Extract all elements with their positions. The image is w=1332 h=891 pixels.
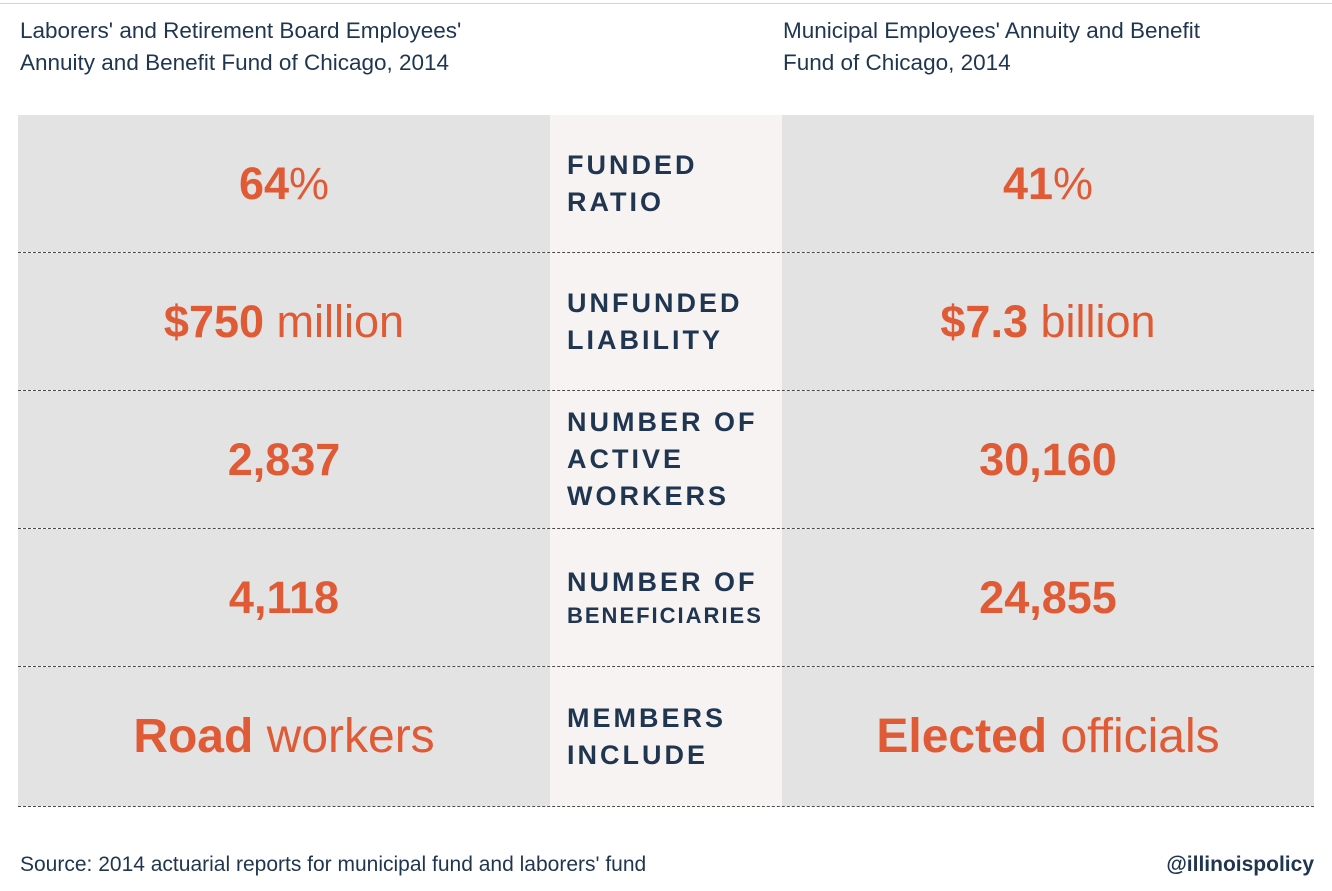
- municipal-members-rest: officials: [1047, 710, 1220, 763]
- laborers-beneficiaries-cell: 4,118: [18, 529, 550, 666]
- source-note: Source: 2014 actuarial reports for munic…: [20, 853, 647, 876]
- municipal-members-bold: Elected: [876, 710, 1048, 763]
- row-unfunded-liability: $750 million UNFUNDED LIABILITY $7.3 bil…: [18, 253, 1314, 391]
- municipal-unfunded-liability: $7.3 billion: [940, 296, 1155, 348]
- comparison-table: 64% FUNDED RATIO 41% $750 million UNFUND…: [18, 115, 1314, 807]
- municipal-members-cell: Elected officials: [782, 667, 1314, 806]
- laborers-unfunded-liability-unit: million: [264, 295, 405, 347]
- municipal-unfunded-liability-number: $7.3: [940, 295, 1028, 347]
- laborers-members-rest: workers: [253, 710, 435, 763]
- row-funded-ratio: 64% FUNDED RATIO 41%: [18, 115, 1314, 253]
- row-active-workers: 2,837 NUMBER OF ACTIVE WORKERS 30,160: [18, 391, 1314, 529]
- social-handle: @illinoispolicy: [1166, 853, 1314, 876]
- laborers-beneficiaries-number: 4,118: [228, 571, 340, 623]
- beneficiaries-label-cell: NUMBER OF BENEFICIARIES: [550, 529, 782, 666]
- members-include-label-cell: MEMBERS INCLUDE: [550, 667, 782, 806]
- label-line: BENEFICIARIES: [567, 603, 763, 628]
- municipal-unfunded-liability-cell: $7.3 billion: [782, 253, 1314, 390]
- municipal-funded-ratio-cell: 41%: [782, 115, 1314, 252]
- header-left-line-1: Laborers' and Retirement Board Employees…: [20, 18, 462, 43]
- funded-ratio-label-cell: FUNDED RATIO: [550, 115, 782, 252]
- laborers-funded-ratio: 64%: [239, 158, 329, 210]
- label-line: NUMBER OF: [567, 567, 758, 597]
- funded-ratio-label: FUNDED RATIO: [550, 147, 698, 221]
- header-right-line-1: Municipal Employees' Annuity and Benefit: [783, 18, 1201, 43]
- active-workers-label: NUMBER OF ACTIVE WORKERS: [550, 404, 758, 515]
- municipal-funded-ratio-unit: %: [1053, 157, 1094, 209]
- laborers-funded-ratio-cell: 64%: [18, 115, 550, 252]
- laborers-unfunded-liability-number: $750: [163, 295, 265, 347]
- unfunded-liability-label: UNFUNDED LIABILITY: [550, 285, 743, 359]
- municipal-funded-ratio-number: 41: [1002, 157, 1054, 209]
- municipal-beneficiaries-cell: 24,855: [782, 529, 1314, 666]
- municipal-members: Elected officials: [876, 709, 1219, 764]
- laborers-active-workers: 2,837: [228, 434, 341, 486]
- label-line: MEMBERS: [567, 702, 727, 733]
- label-line: FUNDED: [567, 149, 698, 180]
- laborers-unfunded-liability: $750 million: [164, 296, 404, 348]
- municipal-active-workers-cell: 30,160: [782, 391, 1314, 528]
- top-rule: [0, 3, 1332, 4]
- laborers-active-workers-cell: 2,837: [18, 391, 550, 528]
- municipal-active-workers-number: 30,160: [979, 433, 1117, 485]
- row-members-include: Road workers MEMBERS INCLUDE Elected off…: [18, 667, 1314, 807]
- laborers-funded-ratio-unit: %: [289, 157, 330, 209]
- header-left-fund-title: Laborers' and Retirement Board Employees…: [20, 15, 560, 79]
- label-line: NUMBER OF: [567, 407, 758, 437]
- laborers-members-cell: Road workers: [18, 667, 550, 806]
- active-workers-label-cell: NUMBER OF ACTIVE WORKERS: [550, 391, 782, 528]
- municipal-beneficiaries-number: 24,855: [979, 571, 1117, 623]
- laborers-beneficiaries: 4,118: [229, 572, 339, 624]
- label-line: RATIO: [567, 186, 664, 217]
- header-right-line-2: Fund of Chicago, 2014: [783, 50, 1011, 75]
- municipal-unfunded-liability-unit: billion: [1028, 295, 1156, 347]
- row-beneficiaries: 4,118 NUMBER OF BENEFICIARIES 24,855: [18, 529, 1314, 667]
- municipal-active-workers: 30,160: [979, 434, 1117, 486]
- label-line: INCLUDE: [567, 739, 708, 770]
- label-line: LIABILITY: [567, 324, 723, 355]
- laborers-funded-ratio-number: 64: [238, 157, 290, 209]
- laborers-unfunded-liability-cell: $750 million: [18, 253, 550, 390]
- municipal-funded-ratio: 41%: [1003, 158, 1093, 210]
- members-include-label: MEMBERS INCLUDE: [550, 700, 726, 774]
- header-right-fund-title: Municipal Employees' Annuity and Benefit…: [783, 15, 1323, 79]
- label-line: UNFUNDED: [567, 287, 743, 318]
- municipal-beneficiaries: 24,855: [979, 572, 1117, 624]
- header-left-line-2: Annuity and Benefit Fund of Chicago, 201…: [20, 50, 450, 75]
- beneficiaries-label: NUMBER OF BENEFICIARIES: [550, 564, 763, 631]
- label-line: ACTIVE: [567, 444, 685, 474]
- unfunded-liability-label-cell: UNFUNDED LIABILITY: [550, 253, 782, 390]
- laborers-members: Road workers: [133, 709, 434, 764]
- laborers-active-workers-number: 2,837: [227, 433, 341, 485]
- laborers-members-bold: Road: [133, 710, 254, 763]
- label-line: WORKERS: [567, 481, 729, 511]
